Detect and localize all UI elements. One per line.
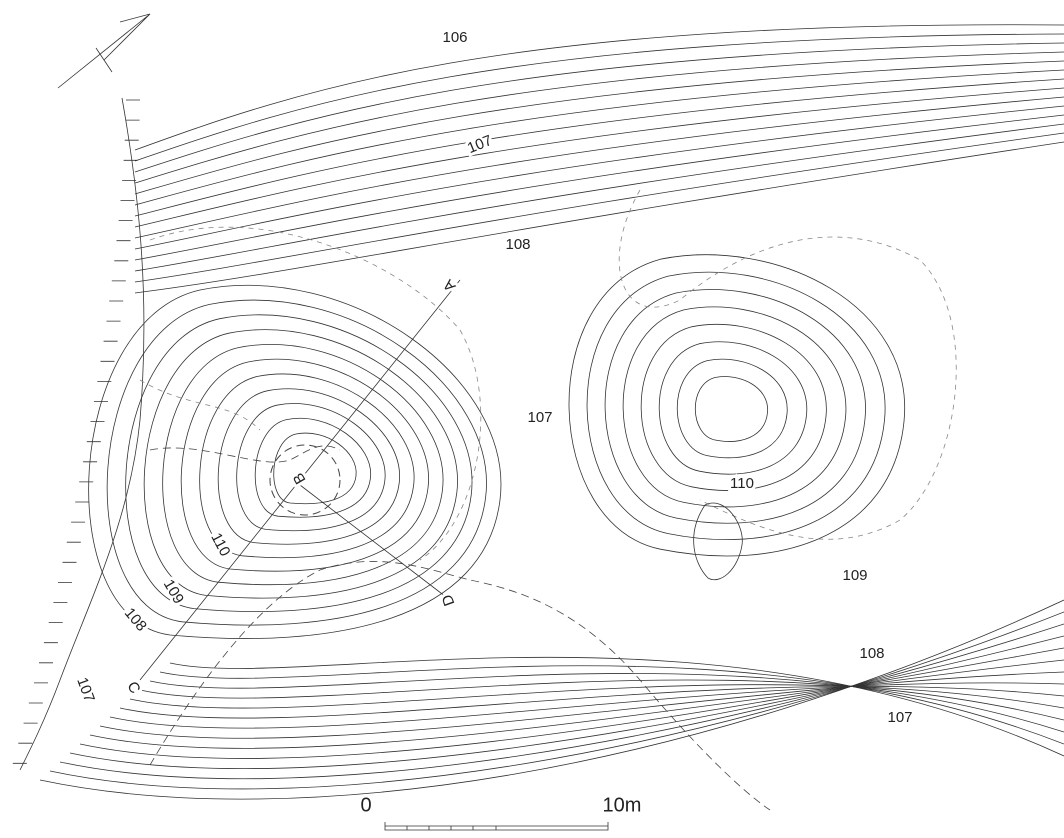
contour-line xyxy=(163,344,443,584)
contour-line xyxy=(587,272,885,539)
contour-line xyxy=(40,600,1064,799)
contour-label: 107 xyxy=(465,132,495,157)
contour-line xyxy=(218,389,399,544)
contour-line xyxy=(237,404,385,531)
contour-label: 109 xyxy=(160,577,187,607)
rock xyxy=(694,503,743,580)
contour-label: 108 xyxy=(859,645,884,662)
section-point: A xyxy=(440,276,459,295)
contour-line xyxy=(89,285,501,638)
scale-end: 10m xyxy=(603,794,642,816)
scale-bar-line xyxy=(385,822,608,830)
contour-line xyxy=(135,70,1064,205)
contour-line xyxy=(135,124,1064,271)
contour-line xyxy=(160,666,1064,744)
contour-label: 110 xyxy=(730,475,754,492)
escarpment-hatching xyxy=(13,100,140,763)
contour-label: 108 xyxy=(121,605,150,635)
contour-line xyxy=(135,106,1064,249)
contour-line xyxy=(135,25,1064,150)
contour-line xyxy=(135,142,1064,293)
contour-label: 107 xyxy=(527,409,552,426)
contour-line xyxy=(135,88,1064,227)
contour-line xyxy=(90,660,1064,748)
section-point: D xyxy=(439,592,459,608)
contour-line xyxy=(120,686,1064,718)
contour-map: 106 107 108 107 110 109 108 107 110 109 … xyxy=(0,0,1064,838)
north-arrow xyxy=(58,14,150,88)
contour-line xyxy=(695,377,767,442)
contour-line xyxy=(126,315,472,612)
escarpment xyxy=(20,98,144,770)
contour-line xyxy=(274,433,356,504)
contour-line xyxy=(50,612,1064,789)
north-arrow-shape xyxy=(58,14,150,88)
contour-line xyxy=(569,255,905,556)
scale-bar: 0 10m xyxy=(360,794,641,830)
contour-line xyxy=(70,636,1064,769)
contour-label: 110 xyxy=(207,530,233,559)
scale-start: 0 xyxy=(360,794,371,816)
contour-label: 107 xyxy=(887,709,912,726)
contour-line xyxy=(140,680,1064,720)
contour-line xyxy=(135,61,1064,194)
contour-label: 106 xyxy=(442,29,467,46)
contour-label: 109 xyxy=(842,567,867,584)
contour-line xyxy=(659,342,807,474)
contour-line xyxy=(80,648,1064,758)
contour-label: 108 xyxy=(505,236,530,253)
dashed-outline xyxy=(619,190,956,539)
section-point: C xyxy=(123,679,143,697)
dashed-path xyxy=(150,446,340,462)
dashed-outline xyxy=(150,227,481,560)
contour-line xyxy=(641,324,826,490)
contour-line xyxy=(135,115,1064,260)
contour-line xyxy=(150,673,1064,732)
contour-line xyxy=(677,359,787,458)
contour-label: 107 xyxy=(73,675,98,704)
